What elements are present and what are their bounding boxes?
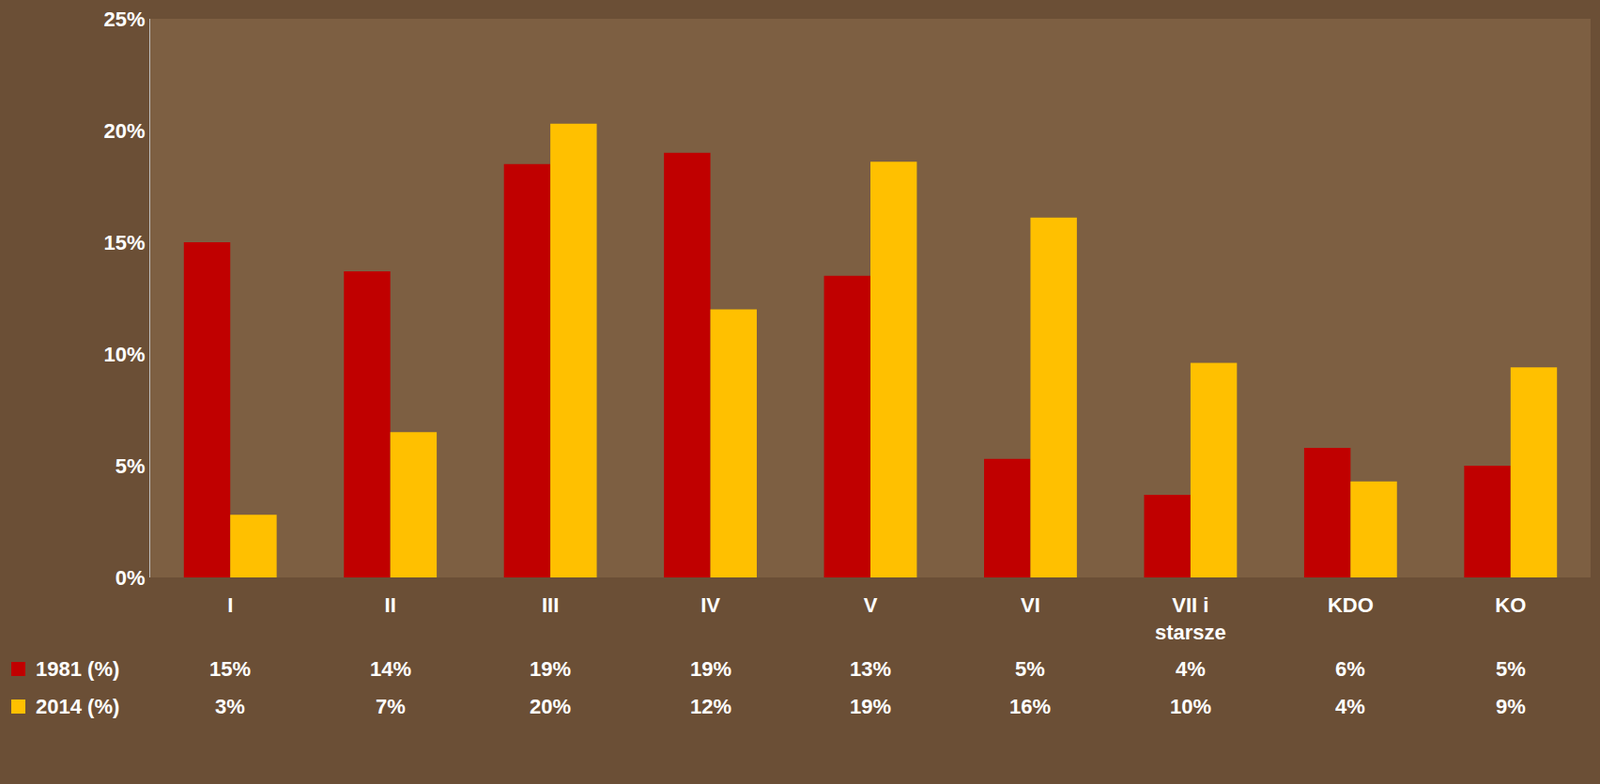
svg-text:5%: 5% [115,454,146,478]
svg-text:19%: 19% [529,657,571,681]
svg-text:VII istarsze: VII istarsze [1154,593,1227,645]
svg-text:13%: 13% [849,657,892,681]
svg-text:25%: 25% [104,7,146,31]
svg-text:10%: 10% [1169,694,1212,719]
svg-text:14%: 14% [369,657,412,681]
svg-text:III: III [541,593,559,617]
svg-text:I: I [227,593,233,617]
svg-text:15%: 15% [104,230,146,255]
svg-text:4%: 4% [1175,657,1206,681]
svg-text:7%: 7% [375,694,406,719]
svg-text:KDO: KDO [1327,593,1374,617]
svg-text:19%: 19% [849,694,892,719]
svg-text:KO: KO [1494,593,1526,617]
svg-text:5%: 5% [1495,657,1526,681]
svg-text:16%: 16% [1009,694,1051,719]
svg-text:12%: 12% [690,694,732,719]
svg-text:V: V [863,593,878,617]
svg-text:15%: 15% [209,657,251,681]
svg-text:3%: 3% [215,694,246,719]
svg-text:20%: 20% [529,694,571,719]
svg-text:II: II [384,593,397,617]
svg-text:9%: 9% [1495,694,1526,719]
svg-text:4%: 4% [1335,694,1366,719]
svg-text:1981 (%): 1981 (%) [35,657,120,681]
svg-text:6%: 6% [1335,657,1366,681]
svg-text:10%: 10% [104,342,146,367]
svg-text:0%: 0% [115,566,146,590]
svg-text:VI: VI [1020,593,1041,617]
svg-text:IV: IV [700,593,721,617]
svg-text:5%: 5% [1015,657,1046,681]
svg-text:19%: 19% [690,657,732,681]
svg-text:20%: 20% [104,119,146,143]
svg-text:2014 (%): 2014 (%) [35,694,120,719]
